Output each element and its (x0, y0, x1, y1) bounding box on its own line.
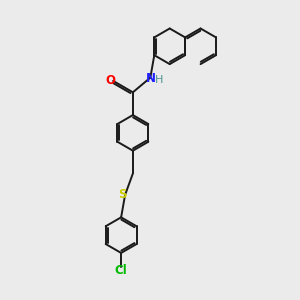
Text: N: N (146, 72, 156, 85)
Text: O: O (105, 74, 116, 87)
Text: S: S (118, 188, 127, 201)
Text: H: H (155, 75, 163, 85)
Text: Cl: Cl (115, 264, 128, 277)
